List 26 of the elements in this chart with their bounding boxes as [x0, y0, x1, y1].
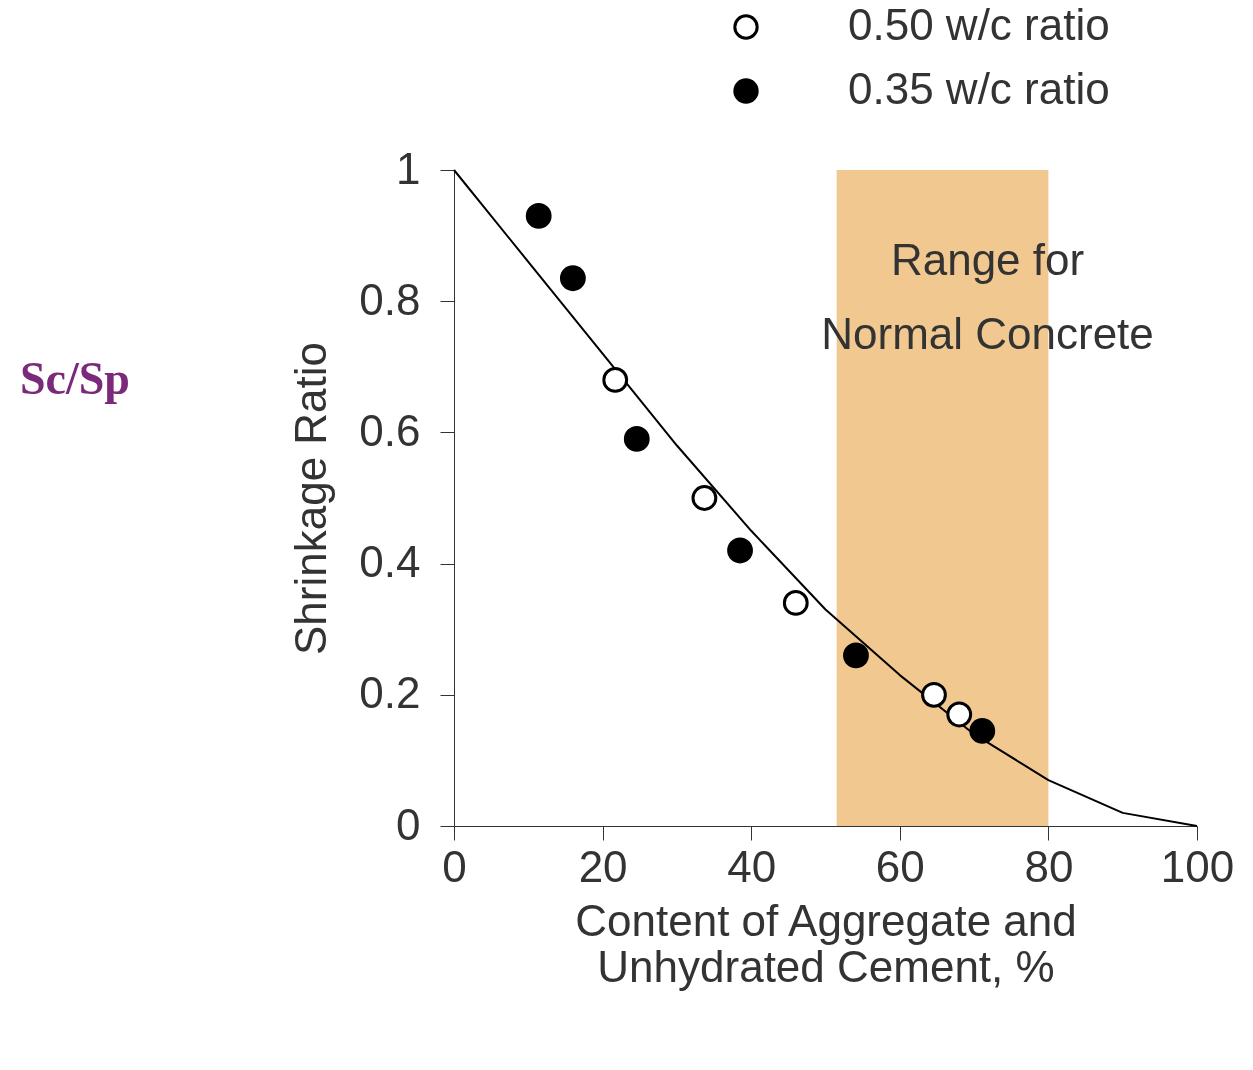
x-tick-label: 60	[875, 841, 925, 891]
point	[623, 426, 650, 452]
x-tick-label: 0	[442, 841, 467, 891]
legend-label: 0.35 w/c ratio	[848, 64, 1110, 113]
y-tick-label: 0.8	[359, 274, 421, 324]
x-tick-label: 20	[578, 841, 628, 891]
legend-label: 0.50 w/c ratio	[848, 0, 1110, 49]
x-tick-label: 80	[1024, 841, 1074, 891]
point	[559, 265, 586, 292]
point	[921, 681, 947, 708]
point	[843, 642, 869, 669]
y-tick-label: 0.4	[359, 537, 421, 587]
y-axis-title: Shrinkage Ratio	[286, 341, 336, 656]
point	[969, 718, 996, 744]
x-tick-label: 100	[1160, 841, 1235, 891]
x-axis-title: Content of Aggregate and Unhydrated Cement, %	[575, 895, 1077, 991]
y-tick-label: 0.2	[359, 668, 421, 718]
y-tick-label: 0	[396, 799, 421, 849]
x-tick-label: 40	[727, 841, 777, 891]
point	[946, 701, 973, 728]
text: Sc/Sp	[20, 353, 130, 404]
point	[727, 537, 753, 564]
point	[525, 203, 552, 229]
point	[602, 367, 629, 393]
y-tick-label: 1	[396, 143, 421, 193]
y-tick-label: 0.6	[359, 405, 421, 455]
